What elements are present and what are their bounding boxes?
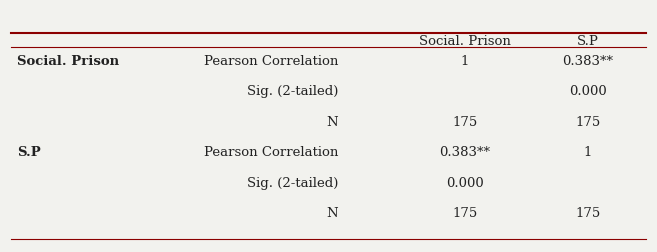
Text: 175: 175 (452, 207, 478, 220)
Text: Sig. (2-tailed): Sig. (2-tailed) (247, 177, 338, 190)
Text: Social. Prison: Social. Prison (419, 36, 510, 48)
Text: 1: 1 (584, 146, 592, 159)
Text: Pearson Correlation: Pearson Correlation (204, 55, 338, 68)
Text: 0.000: 0.000 (569, 85, 607, 98)
Text: N: N (327, 116, 338, 129)
Text: 1: 1 (461, 55, 469, 68)
Text: 175: 175 (576, 207, 600, 220)
Text: 0.383**: 0.383** (562, 55, 614, 68)
Text: Social. Prison: Social. Prison (17, 55, 120, 68)
Text: N: N (327, 207, 338, 220)
Text: 175: 175 (452, 116, 478, 129)
Text: S.P: S.P (17, 146, 41, 159)
Text: Sig. (2-tailed): Sig. (2-tailed) (247, 85, 338, 98)
Text: S.P: S.P (577, 36, 599, 48)
Text: 0.000: 0.000 (446, 177, 484, 190)
Text: Pearson Correlation: Pearson Correlation (204, 146, 338, 159)
Text: 175: 175 (576, 116, 600, 129)
Text: 0.383**: 0.383** (440, 146, 490, 159)
